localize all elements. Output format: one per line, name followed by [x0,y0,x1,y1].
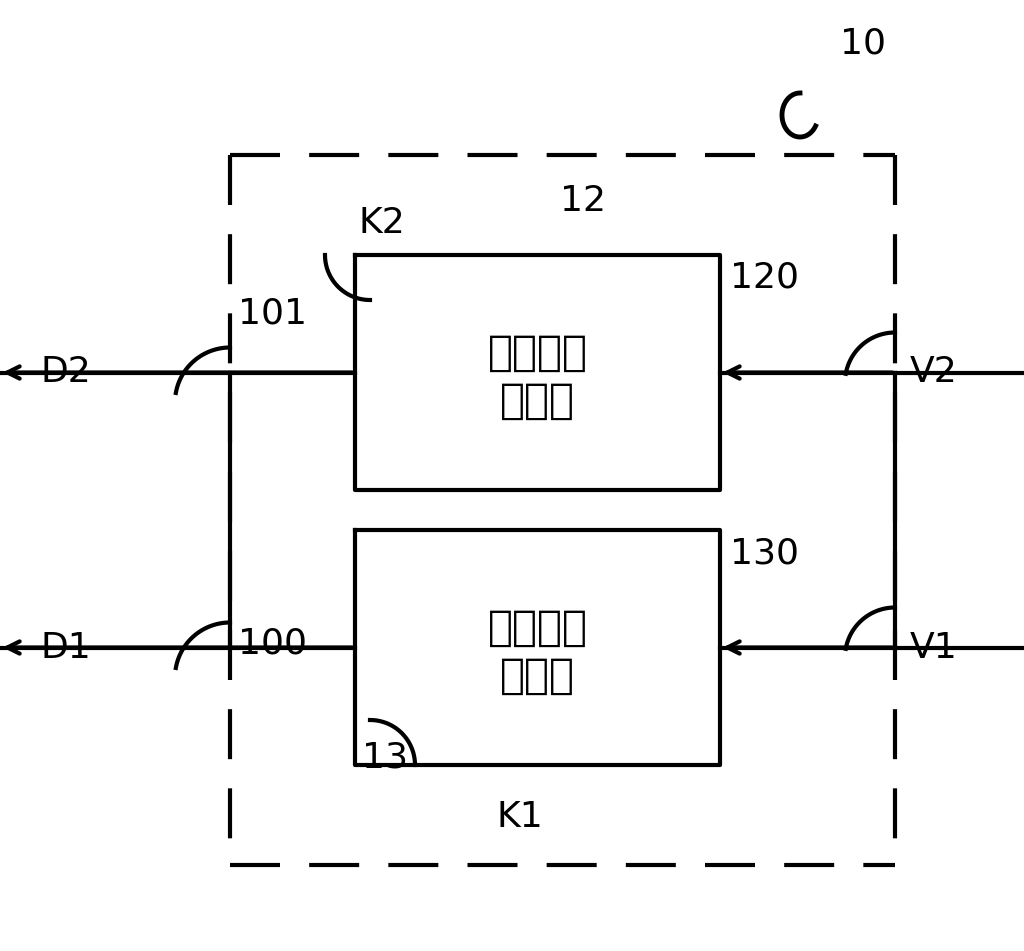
Text: 130: 130 [730,536,799,570]
Text: 12: 12 [560,184,606,218]
Text: 转换器: 转换器 [500,379,575,421]
Text: V1: V1 [910,631,957,665]
Text: 100: 100 [238,626,307,660]
Text: 第二模数: 第二模数 [487,332,588,374]
Text: 转换器: 转换器 [500,654,575,696]
Text: D2: D2 [40,355,91,389]
Text: 101: 101 [238,296,307,330]
Text: V2: V2 [910,355,957,389]
Text: K1: K1 [497,800,544,834]
Text: 120: 120 [730,261,799,295]
Text: K2: K2 [358,206,404,240]
Text: 第一模数: 第一模数 [487,607,588,649]
Text: D1: D1 [40,631,91,665]
Text: 10: 10 [840,26,886,60]
Text: 13: 13 [362,740,408,774]
